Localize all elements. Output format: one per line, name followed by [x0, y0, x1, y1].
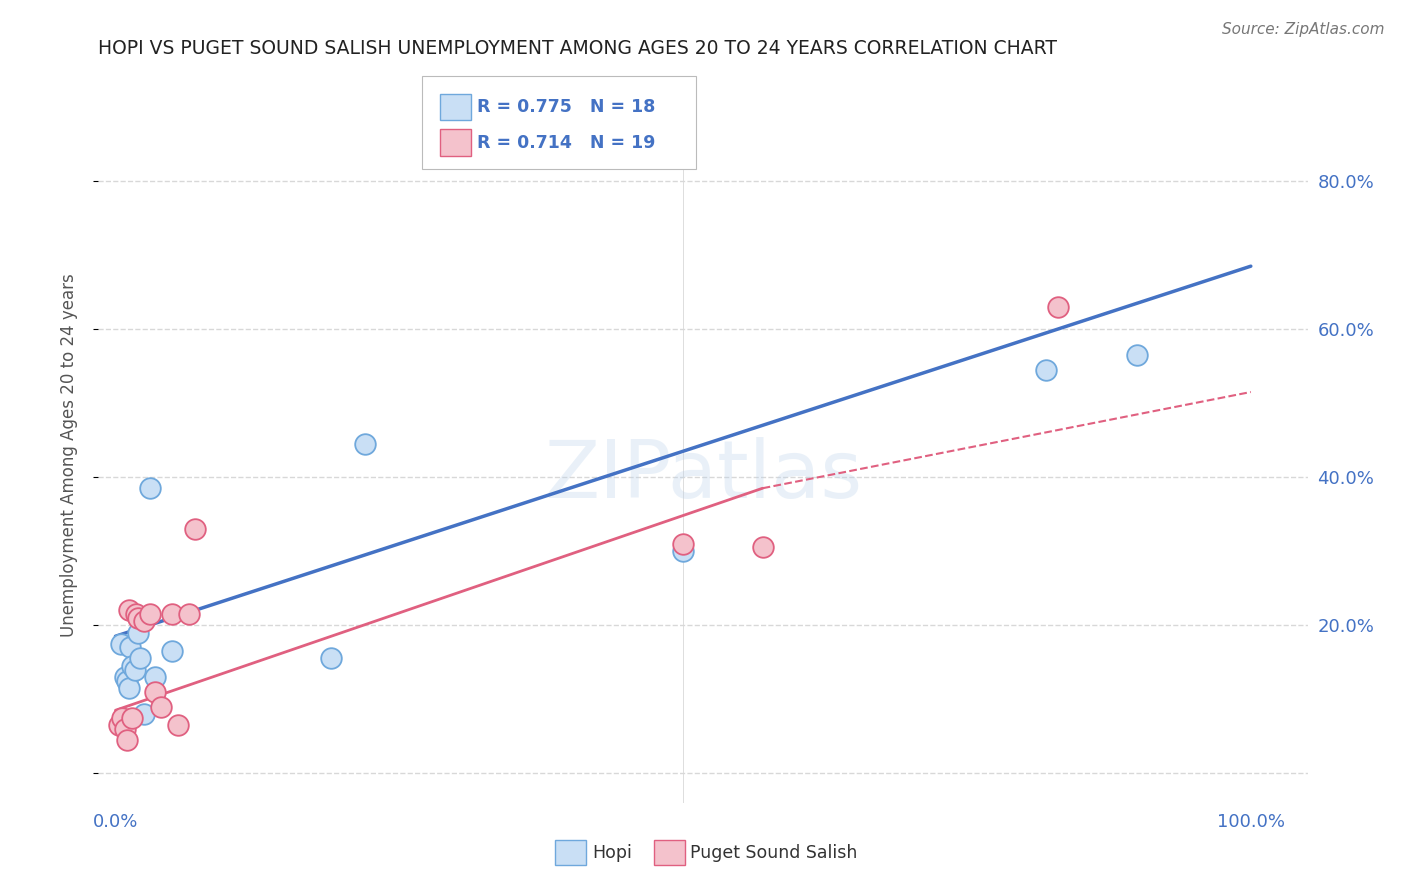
Text: Puget Sound Salish: Puget Sound Salish: [690, 844, 858, 862]
Point: [132, 615, 155, 629]
Point: [143, 685, 166, 699]
Point: [118, 681, 141, 695]
Point: [149, 699, 172, 714]
Point: [124, 663, 146, 677]
Text: Source: ZipAtlas.com: Source: ZipAtlas.com: [1222, 22, 1385, 37]
Point: [179, 607, 201, 621]
Y-axis label: Unemployment Among Ages 20 to 24 years: Unemployment Among Ages 20 to 24 years: [59, 273, 77, 637]
Point: [120, 640, 142, 655]
Point: [125, 607, 148, 621]
Point: [354, 437, 377, 451]
Point: [1046, 300, 1069, 314]
Point: [1035, 363, 1057, 377]
Point: [321, 651, 343, 665]
Point: [114, 670, 136, 684]
Point: [160, 644, 183, 658]
Point: [111, 711, 134, 725]
Point: [184, 522, 207, 536]
Point: [127, 625, 149, 640]
Text: R = 0.775   N = 18: R = 0.775 N = 18: [477, 98, 655, 116]
Point: [121, 658, 143, 673]
Point: [127, 611, 149, 625]
Point: [138, 607, 160, 621]
Point: [129, 651, 152, 665]
Point: [160, 607, 183, 621]
Text: HOPI VS PUGET SOUND SALISH UNEMPLOYMENT AMONG AGES 20 TO 24 YEARS CORRELATION CH: HOPI VS PUGET SOUND SALISH UNEMPLOYMENT …: [98, 39, 1057, 58]
Point: [114, 722, 136, 736]
Point: [115, 673, 138, 688]
Text: Hopi: Hopi: [592, 844, 631, 862]
Text: R = 0.714   N = 19: R = 0.714 N = 19: [477, 134, 655, 152]
Point: [132, 706, 155, 721]
Point: [672, 537, 695, 551]
Point: [121, 711, 143, 725]
Point: [672, 544, 695, 558]
Point: [167, 718, 190, 732]
Point: [1126, 348, 1149, 362]
Point: [110, 637, 132, 651]
Point: [138, 481, 160, 495]
Text: ZIPatlas: ZIPatlas: [544, 437, 862, 515]
Point: [118, 603, 141, 617]
Point: [115, 732, 138, 747]
Point: [143, 670, 166, 684]
Point: [751, 541, 773, 555]
Point: [108, 718, 131, 732]
